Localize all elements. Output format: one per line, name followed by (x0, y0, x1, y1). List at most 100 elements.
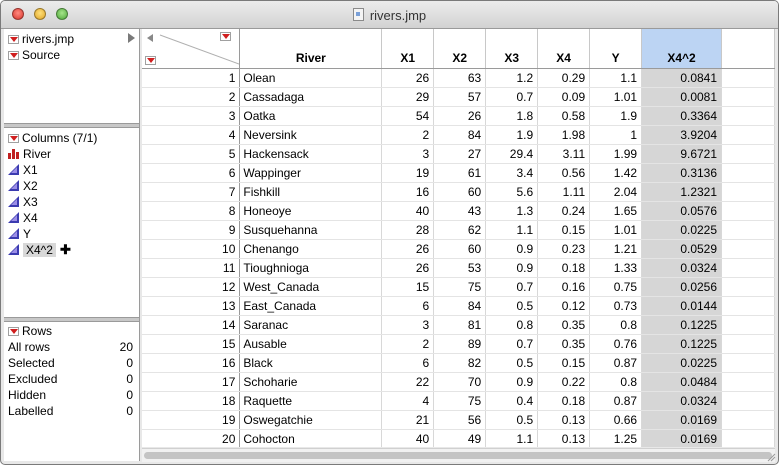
y-cell[interactable]: 0.73 (589, 296, 643, 316)
collapse-left-arrow-icon[interactable] (147, 34, 153, 42)
table-row[interactable]: 18 Raquette 4 75 0.4 0.18 0.87 0.0324 (142, 391, 775, 411)
x4-cell[interactable]: 0.22 (537, 372, 591, 392)
river-cell[interactable]: Hackensack (239, 144, 383, 164)
x4-squared-cell[interactable]: 0.0225 (641, 220, 723, 240)
x4-squared-cell[interactable]: 0.0256 (641, 277, 723, 297)
table-corner[interactable] (142, 29, 241, 69)
table-row[interactable]: 2 Cassadaga 29 57 0.7 0.09 1.01 0.0081 (142, 87, 775, 107)
row-number[interactable]: 18 (142, 391, 241, 411)
x3-cell[interactable]: 0.5 (485, 296, 539, 316)
table-row[interactable]: 14 Saranac 3 81 0.8 0.35 0.8 0.1225 (142, 315, 775, 335)
x3-cell[interactable]: 3.4 (485, 163, 539, 183)
x4-cell[interactable]: 0.15 (537, 220, 591, 240)
row-number[interactable]: 19 (142, 410, 241, 430)
x1-cell[interactable]: 6 (381, 296, 435, 316)
row-number[interactable]: 14 (142, 315, 241, 335)
x2-cell[interactable]: 75 (433, 391, 487, 411)
x3-cell[interactable]: 29.4 (485, 144, 539, 164)
x4-squared-cell[interactable]: 0.0484 (641, 372, 723, 392)
table-row[interactable]: 5 Hackensack 3 27 29.4 3.11 1.99 9.6721 (142, 144, 775, 164)
x4-cell[interactable]: 0.58 (537, 106, 591, 126)
x3-cell[interactable]: 0.9 (485, 239, 539, 259)
x4-cell[interactable]: 0.13 (537, 429, 591, 447)
river-cell[interactable]: Saranac (239, 315, 383, 335)
river-cell[interactable]: Tioughnioga (239, 258, 383, 278)
column-header-x1[interactable]: X1 (381, 29, 435, 69)
y-cell[interactable]: 1.9 (589, 106, 643, 126)
row-number[interactable]: 8 (142, 201, 241, 221)
y-cell[interactable]: 1.01 (589, 87, 643, 107)
x3-cell[interactable]: 0.7 (485, 87, 539, 107)
x1-cell[interactable]: 3 (381, 315, 435, 335)
river-cell[interactable]: Ausable (239, 334, 383, 354)
x2-cell[interactable]: 60 (433, 239, 487, 259)
scrollbar-thumb[interactable] (144, 452, 772, 459)
river-cell[interactable]: Chenango (239, 239, 383, 259)
x2-cell[interactable]: 62 (433, 220, 487, 240)
column-header-y[interactable]: Y (589, 29, 643, 69)
river-cell[interactable]: Cassadaga (239, 87, 383, 107)
x4-squared-cell[interactable]: 0.0169 (641, 410, 723, 430)
rows-red-triangle-icon[interactable] (8, 327, 19, 337)
panel-splitter[interactable] (4, 317, 139, 322)
table-row[interactable]: 6 Wappinger 19 61 3.4 0.56 1.42 0.3136 (142, 163, 775, 183)
y-cell[interactable]: 1.21 (589, 239, 643, 259)
x4-cell[interactable]: 0.13 (537, 410, 591, 430)
x1-cell[interactable]: 26 (381, 239, 435, 259)
x4-cell[interactable]: 0.15 (537, 353, 591, 373)
table-row[interactable]: 19 Oswegatchie 21 56 0.5 0.13 0.66 0.0169 (142, 410, 775, 430)
x4-squared-cell[interactable]: 0.0841 (641, 68, 723, 88)
x4-squared-cell[interactable]: 9.6721 (641, 144, 723, 164)
y-cell[interactable]: 1.01 (589, 220, 643, 240)
table-row[interactable]: 13 East_Canada 6 84 0.5 0.12 0.73 0.0144 (142, 296, 775, 316)
x1-cell[interactable]: 28 (381, 220, 435, 240)
row-number[interactable]: 5 (142, 144, 241, 164)
y-cell[interactable]: 1.42 (589, 163, 643, 183)
row-number[interactable]: 1 (142, 68, 241, 88)
x2-cell[interactable]: 81 (433, 315, 487, 335)
x4-cell[interactable]: 0.09 (537, 87, 591, 107)
x4-squared-cell[interactable]: 0.0081 (641, 87, 723, 107)
x3-cell[interactable]: 0.4 (485, 391, 539, 411)
table-row[interactable]: 1 Olean 26 63 1.2 0.29 1.1 0.0841 (142, 68, 775, 88)
row-number[interactable]: 13 (142, 296, 241, 316)
row-number[interactable]: 9 (142, 220, 241, 240)
river-cell[interactable]: Neversink (239, 125, 383, 145)
x3-cell[interactable]: 1.2 (485, 68, 539, 88)
row-number[interactable]: 3 (142, 106, 241, 126)
y-cell[interactable]: 0.87 (589, 353, 643, 373)
column-header-x3[interactable]: X3 (485, 29, 539, 69)
x3-cell[interactable]: 0.5 (485, 353, 539, 373)
x4-cell[interactable]: 0.35 (537, 334, 591, 354)
x3-cell[interactable]: 0.9 (485, 372, 539, 392)
y-cell[interactable]: 1.65 (589, 201, 643, 221)
y-cell[interactable]: 0.8 (589, 372, 643, 392)
horizontal-scrollbar[interactable] (142, 448, 775, 462)
x2-cell[interactable]: 27 (433, 144, 487, 164)
x1-cell[interactable]: 54 (381, 106, 435, 126)
x3-cell[interactable]: 0.7 (485, 277, 539, 297)
x3-cell[interactable]: 1.1 (485, 220, 539, 240)
x3-cell[interactable]: 0.7 (485, 334, 539, 354)
river-cell[interactable]: Wappinger (239, 163, 383, 183)
y-cell[interactable]: 0.66 (589, 410, 643, 430)
row-number[interactable]: 2 (142, 87, 241, 107)
table-row[interactable]: 20 Cohocton 40 49 1.1 0.13 1.25 0.0169 (142, 429, 775, 447)
x1-cell[interactable]: 22 (381, 372, 435, 392)
row-number[interactable]: 11 (142, 258, 241, 278)
y-cell[interactable]: 0.76 (589, 334, 643, 354)
y-cell[interactable]: 1.99 (589, 144, 643, 164)
x1-cell[interactable]: 19 (381, 163, 435, 183)
x4-cell[interactable]: 0.23 (537, 239, 591, 259)
river-cell[interactable]: Fishkill (239, 182, 383, 202)
column-item-x2[interactable]: X2 (4, 178, 139, 194)
x1-cell[interactable]: 21 (381, 410, 435, 430)
table-row[interactable]: 7 Fishkill 16 60 5.6 1.11 2.04 1.2321 (142, 182, 775, 202)
x3-cell[interactable]: 1.3 (485, 201, 539, 221)
x4-squared-cell[interactable]: 0.0144 (641, 296, 723, 316)
column-item-y[interactable]: Y (4, 226, 139, 242)
x2-cell[interactable]: 89 (433, 334, 487, 354)
table-row[interactable]: 17 Schoharie 22 70 0.9 0.22 0.8 0.0484 (142, 372, 775, 392)
river-cell[interactable]: West_Canada (239, 277, 383, 297)
river-cell[interactable]: Honeoye (239, 201, 383, 221)
